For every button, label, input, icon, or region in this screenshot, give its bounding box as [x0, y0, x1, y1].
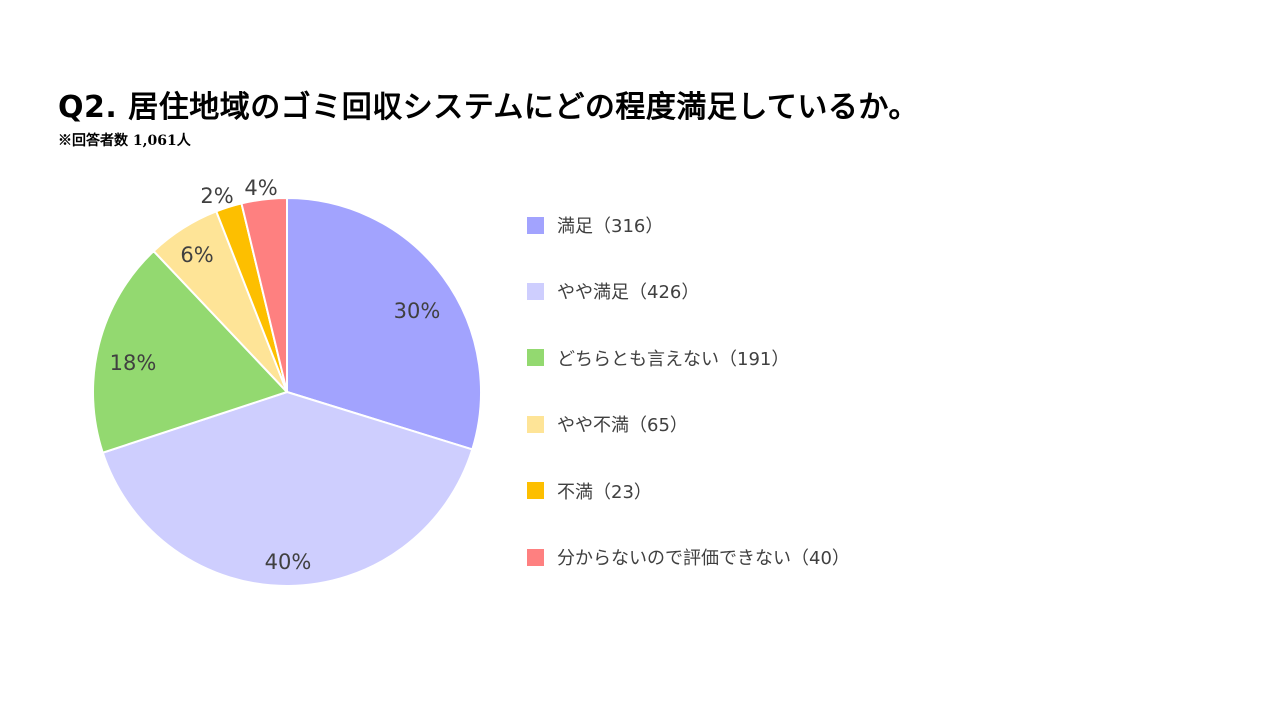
legend-label: 分からないので評価できない（40） [557, 548, 850, 569]
legend-item: やや不満（65） [527, 409, 688, 439]
legend-label: 満足（316） [557, 216, 664, 237]
pie-slice [286, 196, 482, 451]
legend-swatch [527, 216, 544, 234]
legend-swatch [527, 548, 544, 566]
legend-swatch [527, 482, 544, 500]
respondent-count: ※回答者数 1,061人 [58, 133, 191, 149]
slice-percent-label: 6% [180, 243, 213, 267]
pie-slice [101, 390, 474, 587]
slice-percent-label: 2% [200, 184, 233, 208]
legend-item: どちらとも言えない（191） [527, 343, 789, 373]
legend-item: 満足（316） [527, 210, 663, 240]
legend-swatch [527, 349, 544, 367]
legend-label: どちらとも言えない（191） [557, 348, 790, 370]
pie-slice [240, 196, 288, 393]
page-title: Q2. 居住地域のゴミ回収システムにどの程度満足しているか。 [58, 90, 919, 125]
legend-item: やや満足（426） [527, 276, 699, 306]
slice-percent-label: 30% [394, 299, 441, 323]
legend-label: やや不満（65） [557, 415, 688, 437]
pie-slices [92, 196, 482, 587]
legend-item: 分からないので評価できない（40） [527, 542, 850, 572]
slice-percent-label: 40% [265, 550, 312, 574]
legend-label: 不満（23） [557, 481, 652, 503]
legend-swatch [527, 415, 544, 433]
legend-label: やや満足（426） [557, 282, 700, 304]
pie-percent-labels: 30% 40% 18% 6% 2% 4% [110, 176, 441, 574]
slice-percent-label: 4% [244, 176, 277, 200]
legend-swatch [527, 282, 544, 300]
legend-item: 不満（23） [527, 476, 652, 506]
slice-percent-label: 18% [110, 351, 157, 375]
pie-slice [92, 249, 289, 454]
